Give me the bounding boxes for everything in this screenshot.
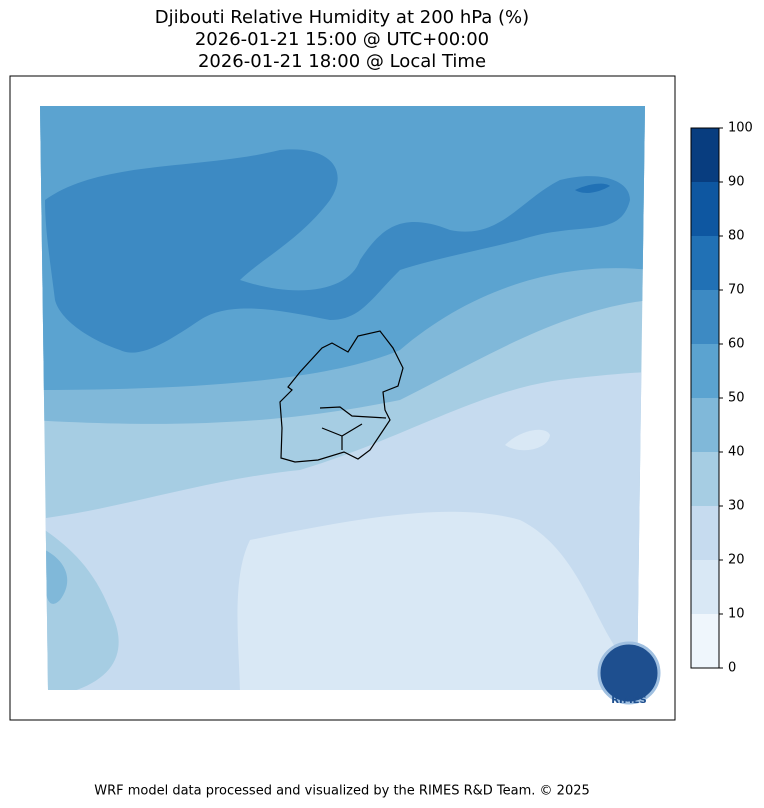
colorbar-tick-label: 40 <box>728 445 745 460</box>
colorbar-band <box>691 128 719 182</box>
contour <box>505 429 550 451</box>
colorbar-band <box>691 290 719 344</box>
colorbar-tick-label: 80 <box>728 229 745 244</box>
colorbar-band <box>691 344 719 398</box>
colorbar-band <box>691 560 719 614</box>
djibouti-border <box>279 330 404 463</box>
colorbar-band <box>691 398 719 452</box>
colorbar-tick-label: 0 <box>728 661 736 676</box>
footer: WRF model data processed and visualized … <box>94 784 590 799</box>
map-frame <box>9 75 676 721</box>
contour <box>45 149 630 353</box>
colorbar-tick-label: 90 <box>728 175 745 190</box>
title-line: 2026-01-21 18:00 @ Local Time <box>198 51 486 72</box>
logo-badge <box>597 641 661 705</box>
map: RIMES <box>9 75 676 721</box>
colorbar-tick-label: 50 <box>728 391 745 406</box>
colorbar-band <box>691 614 719 668</box>
colorbar-tick-label: 100 <box>728 121 753 136</box>
contour <box>45 550 68 604</box>
title-line: 2026-01-21 15:00 @ UTC+00:00 <box>195 29 489 50</box>
colorbar-tick-label: 10 <box>728 607 745 622</box>
contour <box>237 511 645 690</box>
logo: RIMES <box>597 641 661 706</box>
colorbar: 0 10 20 30 40 50 60 70 80 90 100 <box>690 121 753 676</box>
colorbar-band <box>691 506 719 560</box>
colorbar-tick-label: 70 <box>728 283 745 298</box>
logo-text: RIMES <box>611 695 646 706</box>
title-line: Djibouti Relative Humidity at 200 hPa (%… <box>155 7 529 28</box>
contour <box>575 183 610 193</box>
colorbar-tick-label: 20 <box>728 553 745 568</box>
colorbar-tick-label: 60 <box>728 337 745 352</box>
colorbar-band <box>691 452 719 506</box>
colorbar-band <box>691 236 719 290</box>
colorbar-tick-label: 30 <box>728 499 745 514</box>
colorbar-band <box>691 182 719 236</box>
